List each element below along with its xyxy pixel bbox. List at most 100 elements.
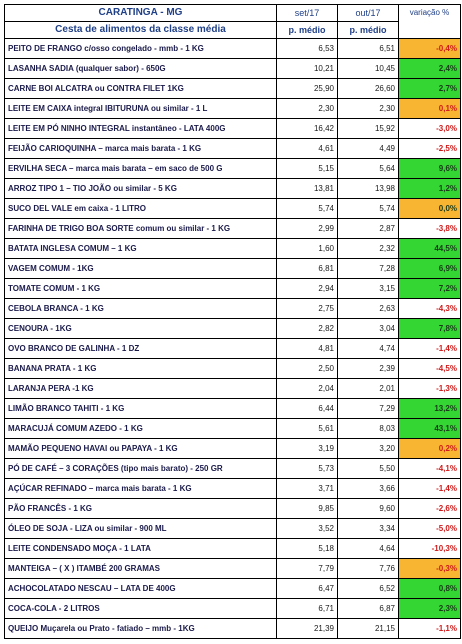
header-row-2: Cesta de alimentos da classe média p. mé… bbox=[4, 21, 461, 39]
table-row: LEITE EM CAIXA integral IBITURUNA ou sim… bbox=[4, 98, 461, 119]
item-name: SUCO DEL VALE em caixa - 1 LITRO bbox=[4, 198, 277, 219]
col2-sub: p. médio bbox=[337, 21, 399, 39]
table-row: LEITE CONDENSADO MOÇA - 1 LATA 5,18 4,64 -1… bbox=[4, 538, 461, 559]
item-name: PÃO FRANCÊS - 1 KG bbox=[4, 498, 277, 519]
table-row: CEBOLA BRANCA - 1 KG 2,75 2,63 -4,3% bbox=[4, 298, 461, 319]
variation-cell: 6,9% bbox=[398, 258, 461, 279]
variation-cell: 43,1% bbox=[398, 418, 461, 439]
price-out17: 6,87 bbox=[337, 598, 399, 619]
variation-cell: -1,1% bbox=[398, 618, 461, 639]
price-out17: 8,03 bbox=[337, 418, 399, 439]
price-set17: 5,18 bbox=[276, 538, 338, 559]
variation-cell: -4,5% bbox=[398, 358, 461, 379]
price-out17: 26,60 bbox=[337, 78, 399, 99]
variation-cell: -3,0% bbox=[398, 118, 461, 139]
price-set17: 6,81 bbox=[276, 258, 338, 279]
price-out17: 10,45 bbox=[337, 58, 399, 79]
price-out17: 21,15 bbox=[337, 618, 399, 639]
item-name: BATATA INGLESA COMUM – 1 KG bbox=[4, 238, 277, 259]
variation-cell: 44,5% bbox=[398, 238, 461, 259]
price-out17: 5,50 bbox=[337, 458, 399, 479]
price-out17: 6,51 bbox=[337, 38, 399, 59]
table-row: FARINHA DE TRIGO BOA SORTE comum ou simi… bbox=[4, 218, 461, 239]
table-row: MAMÃO PEQUENO HAVAI ou PAPAYA - 1 KG 3,19… bbox=[4, 438, 461, 459]
item-name: LEITE CONDENSADO MOÇA - 1 LATA bbox=[4, 538, 277, 559]
price-set17: 4,81 bbox=[276, 338, 338, 359]
header-row-1: CARATINGA - MG set/17 out/17 variação % bbox=[4, 4, 461, 39]
price-set17: 2,82 bbox=[276, 318, 338, 339]
variation-cell: 2,4% bbox=[398, 58, 461, 79]
price-out17: 2,30 bbox=[337, 98, 399, 119]
item-name: LEITE EM PÓ NINHO INTEGRAL instantâneo -… bbox=[4, 118, 277, 139]
price-set17: 3,52 bbox=[276, 518, 338, 539]
price-out17: 4,64 bbox=[337, 538, 399, 559]
table-title: CARATINGA - MG bbox=[4, 4, 277, 22]
item-name: FARINHA DE TRIGO BOA SORTE comum ou simi… bbox=[4, 218, 277, 239]
table-row: COCA-COLA - 2 LITROS 6,71 6,87 2,3% bbox=[4, 598, 461, 619]
variation-cell: -2,5% bbox=[398, 138, 461, 159]
item-name: CEBOLA BRANCA - 1 KG bbox=[4, 298, 277, 319]
item-name: LASANHA SADIA (qualquer sabor) - 650G bbox=[4, 58, 277, 79]
table-row: LEITE EM PÓ NINHO INTEGRAL instantâneo -… bbox=[4, 118, 461, 139]
price-out17: 2,32 bbox=[337, 238, 399, 259]
price-set17: 9,85 bbox=[276, 498, 338, 519]
variation-cell: 7,8% bbox=[398, 318, 461, 339]
variation-cell: 0,1% bbox=[398, 98, 461, 119]
table-row: LASANHA SADIA (qualquer sabor) - 650G 10,… bbox=[4, 58, 461, 79]
price-out17: 7,76 bbox=[337, 558, 399, 579]
item-name: VAGEM COMUM - 1KG bbox=[4, 258, 277, 279]
item-name: LIMÃO BRANCO TAHITI - 1 KG bbox=[4, 398, 277, 419]
item-name: CENOURA - 1KG bbox=[4, 318, 277, 339]
price-out17: 3,34 bbox=[337, 518, 399, 539]
price-set17: 5,61 bbox=[276, 418, 338, 439]
price-set17: 2,94 bbox=[276, 278, 338, 299]
price-set17: 6,53 bbox=[276, 38, 338, 59]
price-out17: 7,29 bbox=[337, 398, 399, 419]
price-set17: 5,74 bbox=[276, 198, 338, 219]
variation-cell: 9,6% bbox=[398, 158, 461, 179]
price-set17: 25,90 bbox=[276, 78, 338, 99]
price-set17: 7,79 bbox=[276, 558, 338, 579]
item-name: AÇÚCAR REFINADO – marca mais barata - 1 … bbox=[4, 478, 277, 499]
item-name: BANANA PRATA - 1 KG bbox=[4, 358, 277, 379]
variation-cell: -1,4% bbox=[398, 478, 461, 499]
variation-cell: -1,3% bbox=[398, 378, 461, 399]
col1-sub: p. médio bbox=[276, 21, 338, 39]
variation-cell: 0,8% bbox=[398, 578, 461, 599]
table-row: MANTEIGA – ( X ) ITAMBÉ 200 GRAMAS 7,79 7,… bbox=[4, 558, 461, 579]
table-row: CENOURA - 1KG 2,82 3,04 7,8% bbox=[4, 318, 461, 339]
item-name: QUEIJO Muçarela ou Prato - fatiado – mmb… bbox=[4, 618, 277, 639]
price-set17: 2,75 bbox=[276, 298, 338, 319]
price-out17: 3,15 bbox=[337, 278, 399, 299]
variation-cell: -5,0% bbox=[398, 518, 461, 539]
price-set17: 10,21 bbox=[276, 58, 338, 79]
variation-cell: -10,3% bbox=[398, 538, 461, 559]
price-out17: 4,74 bbox=[337, 338, 399, 359]
price-set17: 1,60 bbox=[276, 238, 338, 259]
table-row: ARROZ TIPO 1 – TIO JOÃO ou similar - 5 K… bbox=[4, 178, 461, 199]
price-out17: 13,98 bbox=[337, 178, 399, 199]
price-set17: 5,73 bbox=[276, 458, 338, 479]
table-row: FEIJÃO CARIOQUINHA – marca mais barata -… bbox=[4, 138, 461, 159]
price-set17: 2,99 bbox=[276, 218, 338, 239]
item-name: ÓLEO DE SOJA - LIZA ou similar - 900 ML bbox=[4, 518, 277, 539]
item-name: FEIJÃO CARIOQUINHA – marca mais barata -… bbox=[4, 138, 277, 159]
table-row: BANANA PRATA - 1 KG 2,50 2,39 -4,5% bbox=[4, 358, 461, 379]
variation-cell: 7,2% bbox=[398, 278, 461, 299]
variation-cell: 0,2% bbox=[398, 438, 461, 459]
price-set17: 16,42 bbox=[276, 118, 338, 139]
variation-cell: 13,2% bbox=[398, 398, 461, 419]
price-out17: 2,87 bbox=[337, 218, 399, 239]
item-name: LEITE EM CAIXA integral IBITURUNA ou sim… bbox=[4, 98, 277, 119]
price-set17: 6,44 bbox=[276, 398, 338, 419]
variation-cell: 2,3% bbox=[398, 598, 461, 619]
price-out17: 5,64 bbox=[337, 158, 399, 179]
item-name: PÓ DE CAFÉ – 3 CORAÇÕES (tipo mais barat… bbox=[4, 458, 277, 479]
item-name: CARNE BOI ALCATRA ou CONTRA FILET 1KG bbox=[4, 78, 277, 99]
table-row: PÃO FRANCÊS - 1 KG 9,85 9,60 -2,6% bbox=[4, 498, 461, 519]
item-name: LARANJA PERA -1 KG bbox=[4, 378, 277, 399]
price-out17: 4,49 bbox=[337, 138, 399, 159]
variation-header: variação % bbox=[398, 4, 461, 39]
price-out17: 2,01 bbox=[337, 378, 399, 399]
price-set17: 6,47 bbox=[276, 578, 338, 599]
